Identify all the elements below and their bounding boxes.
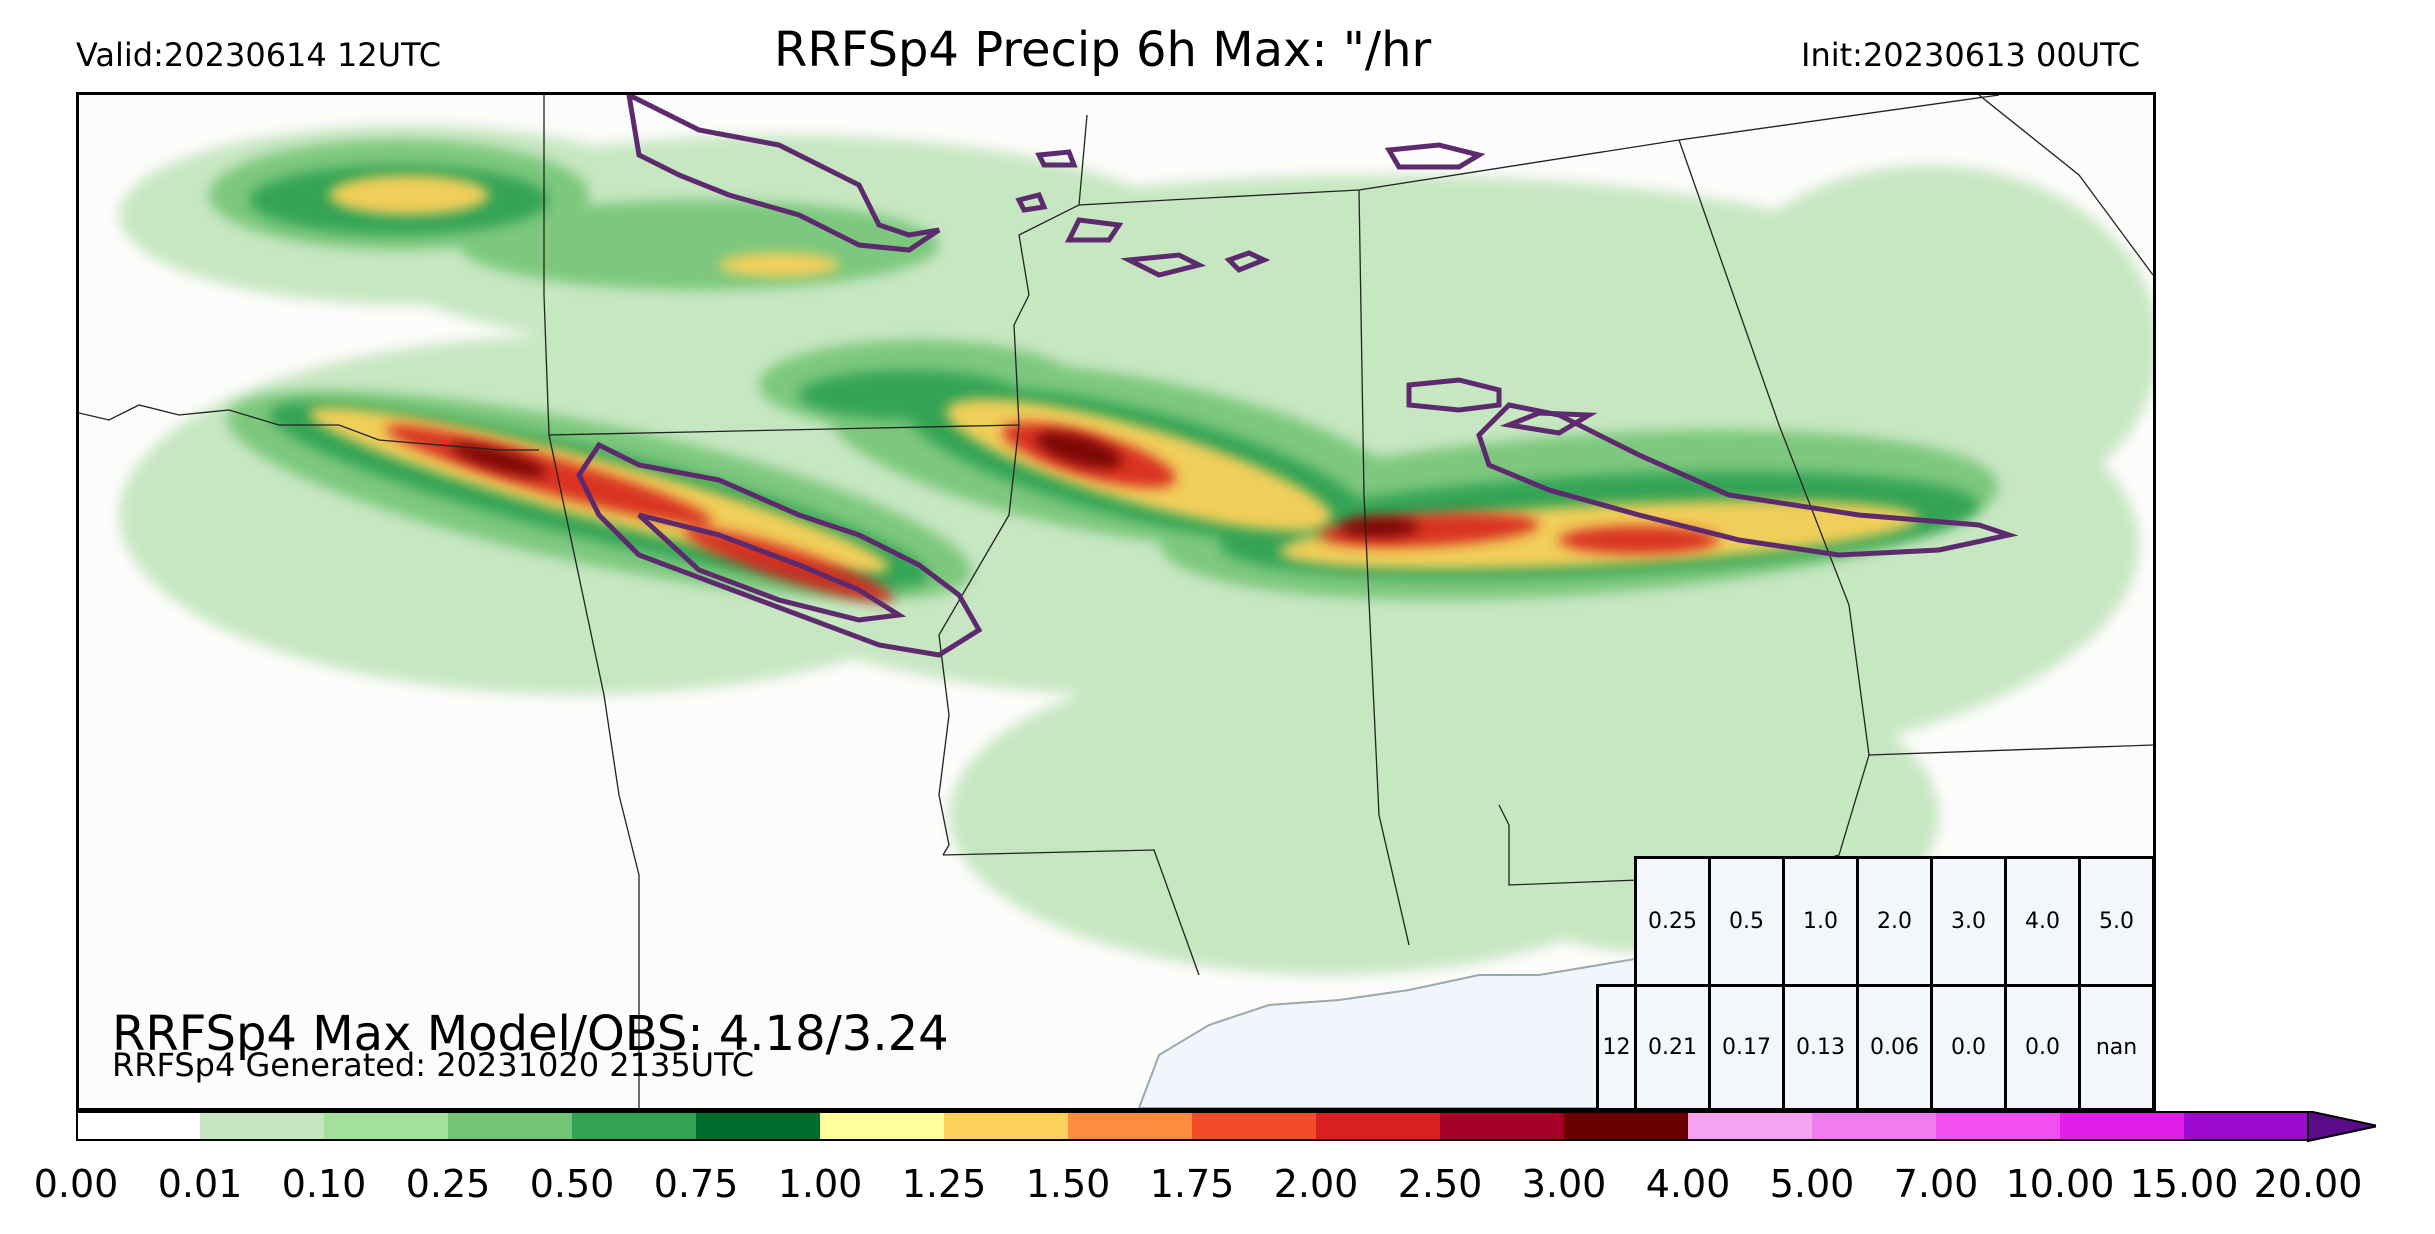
threshold-value-cell: 0.06 bbox=[1856, 984, 1933, 1111]
threshold-header-cell: 3.0 bbox=[1930, 856, 2007, 987]
threshold-value-cell: nan bbox=[2078, 984, 2155, 1111]
colorbar-tick-label: 2.50 bbox=[1397, 1162, 1483, 1206]
threshold-value-cell: 0.0 bbox=[2004, 984, 2081, 1111]
threshold-value-cell: 0.0 bbox=[1930, 984, 2007, 1111]
colorbar-tick-label: 4.00 bbox=[1645, 1162, 1731, 1206]
colorbar-segment bbox=[76, 1111, 200, 1141]
threshold-header-cell: 1.0 bbox=[1782, 856, 1859, 987]
colorbar-segment bbox=[324, 1111, 448, 1141]
threshold-header-cell: 0.5 bbox=[1708, 856, 1785, 987]
colorbar-segment bbox=[200, 1111, 324, 1141]
colorbar-tick-label: 20.00 bbox=[2253, 1162, 2363, 1206]
colorbar-segment bbox=[1440, 1111, 1564, 1141]
colorbar-segment bbox=[1192, 1111, 1316, 1141]
threshold-header-cell: 5.0 bbox=[2078, 856, 2155, 987]
colorbar-segment bbox=[820, 1111, 944, 1141]
threshold-header-cell: 2.0 bbox=[1856, 856, 1933, 987]
colorbar-segment bbox=[1068, 1111, 1192, 1141]
colorbar-tick-label: 5.00 bbox=[1769, 1162, 1855, 1206]
colorbar-segment bbox=[1812, 1111, 1936, 1141]
colorbar-segment bbox=[1564, 1111, 1688, 1141]
colorbar-tick-label: 0.00 bbox=[33, 1162, 119, 1206]
valid-time: Valid:20230614 12UTC bbox=[76, 36, 442, 74]
colorbar-segment bbox=[1316, 1111, 1440, 1141]
colorbar-segment bbox=[448, 1111, 572, 1141]
colorbar-extend-arrow bbox=[2307, 1111, 2376, 1143]
colorbar-segment bbox=[944, 1111, 1068, 1141]
threshold-header-cell: 0.25 bbox=[1634, 856, 1711, 987]
state-borders bbox=[79, 95, 2153, 1108]
colorbar-tick-label: 3.00 bbox=[1521, 1162, 1607, 1206]
colorbar-tick-label: 1.50 bbox=[1025, 1162, 1111, 1206]
threshold-value-cell: 0.13 bbox=[1782, 984, 1859, 1111]
colorbar-outline bbox=[76, 1111, 2309, 1141]
colorbar-tick-label: 0.50 bbox=[529, 1162, 615, 1206]
colorbar bbox=[76, 1111, 2376, 1143]
threshold-row-label: 12 bbox=[1596, 984, 1637, 1111]
max-model-obs-stat: RRFSp4 Max Model/OBS: 4.18/3.24 bbox=[112, 1006, 949, 1062]
colorbar-tick-label: 0.75 bbox=[653, 1162, 739, 1206]
colorbar-tick-label: 1.00 bbox=[777, 1162, 863, 1206]
colorbar-tick-label: 0.10 bbox=[281, 1162, 367, 1206]
max-precip-core bbox=[450, 431, 1419, 537]
colorbar-segment bbox=[2060, 1111, 2184, 1141]
colorbar-segment bbox=[1688, 1111, 1812, 1141]
colorbar-tick-label: 15.00 bbox=[2129, 1162, 2239, 1206]
init-time: Init:20230613 00UTC bbox=[1801, 36, 2141, 74]
colorbar-segment bbox=[572, 1111, 696, 1141]
threshold-value-cell: 0.21 bbox=[1634, 984, 1711, 1111]
colorbar-tick-label: 0.25 bbox=[405, 1162, 491, 1206]
colorbar-segment bbox=[696, 1111, 820, 1141]
colorbar-tick-label: 2.00 bbox=[1273, 1162, 1359, 1206]
chart-title: RRFSp4 Precip 6h Max: "/hr bbox=[774, 22, 1432, 78]
colorbar-segment bbox=[1936, 1111, 2060, 1141]
obs-contours bbox=[576, 95, 2019, 658]
colorbar-tick-label: 1.25 bbox=[901, 1162, 987, 1206]
colorbar-tick-label: 1.75 bbox=[1149, 1162, 1235, 1206]
threshold-header-cell: 4.0 bbox=[2004, 856, 2081, 987]
colorbar-tick-label: 7.00 bbox=[1893, 1162, 1979, 1206]
precip-map[interactable] bbox=[76, 92, 2156, 1111]
map-canvas bbox=[79, 95, 2153, 1108]
colorbar-tick-label: 10.00 bbox=[2005, 1162, 2115, 1206]
generated-time: RRFSp4 Generated: 20231020 2135UTC bbox=[112, 1046, 755, 1084]
colorbar-segment bbox=[2184, 1111, 2308, 1141]
threshold-value-cell: 0.17 bbox=[1708, 984, 1785, 1111]
colorbar-tick-label: 0.01 bbox=[157, 1162, 243, 1206]
threshold-table: 0.25 0.5 1.0 2.0 3.0 4.0 5.0 12 0.21 0.17 0.13 0.06… bbox=[1596, 856, 2156, 1111]
